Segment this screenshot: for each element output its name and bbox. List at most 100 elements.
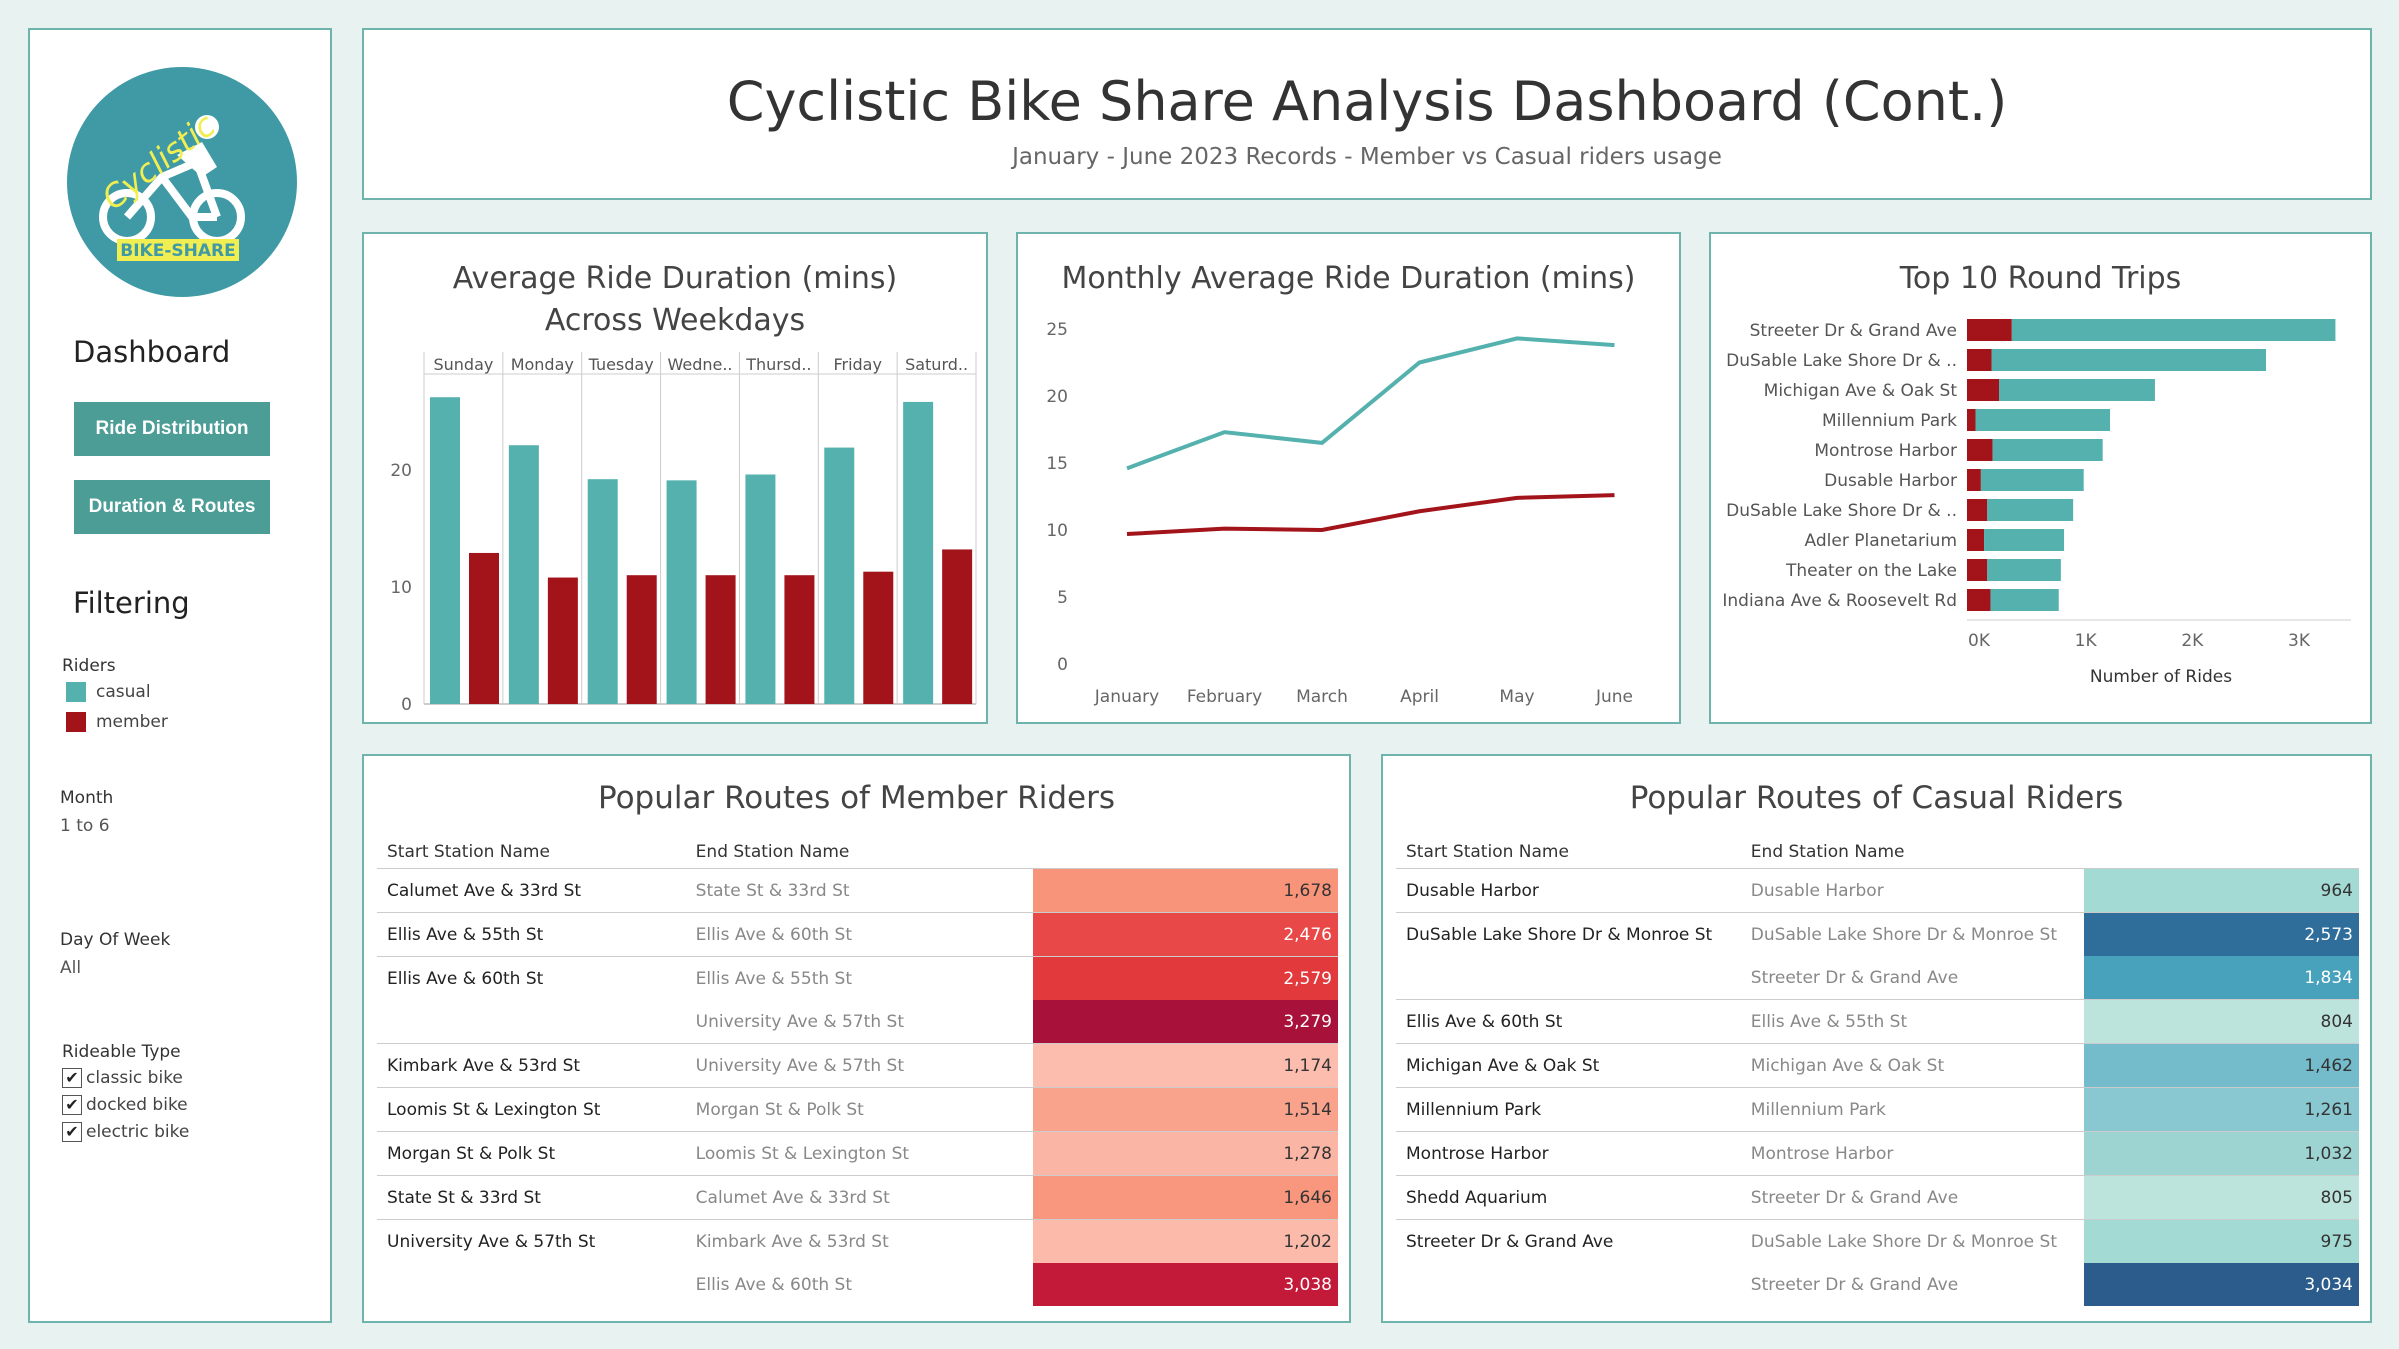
casual-bar [1980, 469, 2084, 491]
y-tick-label: 0 [401, 695, 412, 715]
casual-bar [2011, 319, 2336, 341]
sidebar: Cyclistic BIKE-SHARE Dashboard Ride Dist… [28, 28, 332, 1323]
end-station-cell: Ellis Ave & 60th St [695, 1274, 852, 1295]
table-row[interactable]: Ellis Ave & 55th St Ellis Ave & 60th St 2,… [377, 912, 1338, 957]
day-of-week-filter-label: Day Of Week [60, 930, 171, 950]
weekday-duration-chart: Sunday Monday Tuesday Wedne.. Thursd.. Friday… [390, 352, 977, 715]
logo-text-bikeshare: BIKE-SHARE [120, 241, 235, 261]
legend-casual[interactable]: casual [66, 682, 151, 702]
column-header-end: End Station Name [1740, 836, 2084, 869]
ride-distribution-button[interactable]: Ride Distribution [74, 402, 270, 456]
table-row[interactable]: Streeter Dr & Grand Ave 3,034 [1396, 1263, 2359, 1306]
end-station-cell: Kimbark Ave & 53rd St [685, 1219, 1034, 1263]
member-bar [1967, 559, 1988, 581]
casual-bar [824, 447, 855, 704]
category-label: Sunday [433, 355, 493, 374]
ride-count-cell: 1,646 [1033, 1175, 1338, 1220]
category-label: Adler Planetarium [1805, 531, 1957, 551]
day-of-week-filter-value[interactable]: All [60, 958, 82, 978]
x-tick-label: June [1595, 687, 1633, 707]
casual-bar [903, 401, 934, 704]
start-station-cell: Ellis Ave & 60th St [1396, 999, 1741, 1044]
table-row[interactable]: Loomis St & Lexington St Morgan St & Polk… [377, 1087, 1338, 1132]
end-station-cell: Ellis Ave & 55th St [1740, 999, 2084, 1044]
rideable-option-label: classic bike [86, 1068, 183, 1088]
category-label: Theater on the Lake [1785, 561, 1957, 581]
member-bar [547, 577, 578, 704]
table-row[interactable]: Streeter Dr & Grand Ave DuSable Lake Shor… [1396, 1219, 2359, 1263]
member-bar [1967, 409, 1976, 431]
member-bar [1967, 589, 1991, 611]
checkbox-checked-icon[interactable]: ✔ [62, 1122, 82, 1142]
member-bar [942, 549, 973, 704]
member-bar [469, 552, 499, 704]
ride-count-cell: 1,261 [2083, 1087, 2359, 1132]
table-row[interactable]: Morgan St & Polk St Loomis St & Lexington… [377, 1131, 1338, 1176]
category-label: Montrose Harbor [1814, 441, 1957, 461]
casual-bar [1987, 559, 2061, 581]
ride-count-cell: 1,278 [1033, 1131, 1338, 1176]
monthly-duration-chart: 0 5 10 15 20 25 January February March April May Ju… [1046, 320, 1633, 707]
end-station-cell: DuSable Lake Shore Dr & Monroe St [1740, 1219, 2084, 1263]
table-row[interactable]: Dusable Harbor Dusable Harbor 964 [1396, 868, 2359, 913]
duration-routes-button[interactable]: Duration & Routes [74, 480, 270, 534]
end-station-cell: Streeter Dr & Grand Ave [1740, 1175, 2084, 1220]
end-station-cell: University Ave & 57th St [695, 1011, 904, 1032]
casual-bar [430, 397, 460, 704]
category-label: DuSable Lake Shore Dr & .. [1726, 351, 1957, 371]
member-bar [1967, 529, 1985, 551]
start-station-cell: State St & 33rd St [377, 1175, 686, 1220]
month-filter-value[interactable]: 1 to 6 [60, 816, 110, 836]
checkbox-checked-icon[interactable]: ✔ [62, 1095, 82, 1115]
rideable-type-filter-label: Rideable Type [62, 1042, 181, 1062]
start-station-cell: Ellis Ave & 55th St [377, 912, 686, 957]
start-station-cell: Calumet Ave & 33rd St [377, 868, 686, 913]
title-panel: Cyclistic Bike Share Analysis Dashboard … [362, 28, 2372, 200]
table-row[interactable]: Shedd Aquarium Streeter Dr & Grand Ave 805 [1396, 1175, 2359, 1220]
table-row[interactable]: Kimbark Ave & 53rd St University Ave & 57… [377, 1043, 1338, 1088]
checkbox-checked-icon[interactable]: ✔ [62, 1068, 82, 1088]
end-station-cell: Michigan Ave & Oak St [1740, 1043, 2084, 1088]
table-row[interactable]: Montrose Harbor Montrose Harbor 1,032 [1396, 1131, 2359, 1176]
chart-title-line2: Across Weekdays [544, 303, 806, 338]
member-bar [1967, 469, 1981, 491]
member-line [1126, 493, 1615, 537]
table-row[interactable]: Millennium Park Millennium Park 1,261 [1396, 1087, 2359, 1132]
end-station-cell: Dusable Harbor [1740, 868, 2084, 913]
start-station-cell: Kimbark Ave & 53rd St [377, 1043, 686, 1088]
y-tick-label: 20 [1046, 387, 1068, 407]
table-row[interactable]: University Ave & 57th St Kimbark Ave & 53… [377, 1219, 1338, 1263]
ride-count-cell: 1,514 [1033, 1087, 1338, 1132]
table-row[interactable]: Ellis Ave & 60th St Ellis Ave & 55th St 2,… [377, 956, 1338, 1000]
ride-count-cell: 3,034 [2083, 1263, 2359, 1306]
table-row[interactable]: University Ave & 57th St 3,279 [377, 1000, 1338, 1044]
casual-routes-table: Start Station Name End Station Name Dusa… [1396, 836, 2359, 1306]
x-axis-title: Number of Rides [2090, 667, 2232, 687]
page-title: Cyclistic Bike Share Analysis Dashboard … [726, 70, 2008, 133]
start-station-cell: Ellis Ave & 60th St [377, 956, 686, 1000]
table-row[interactable]: Ellis Ave & 60th St Ellis Ave & 55th St 80… [1396, 999, 2359, 1044]
table-row[interactable]: Calumet Ave & 33rd St State St & 33rd St 1… [377, 868, 1338, 913]
end-station-cell: Ellis Ave & 55th St [685, 956, 1034, 1000]
casual-line [1126, 336, 1615, 471]
y-tick-label: 10 [1046, 521, 1068, 541]
x-tick-label: April [1400, 687, 1439, 707]
table-row[interactable]: DuSable Lake Shore Dr & Monroe St DuSable… [1396, 912, 2359, 956]
rideable-option-electric[interactable]: ✔ electric bike [62, 1122, 189, 1142]
category-label: Friday [833, 355, 882, 374]
page-subtitle: January - June 2023 Records - Member vs … [1012, 144, 1722, 170]
legend-member[interactable]: member [66, 712, 168, 732]
ride-count-cell: 2,476 [1033, 912, 1338, 957]
rideable-option-docked[interactable]: ✔ docked bike [62, 1095, 188, 1115]
x-tick-label: February [1187, 687, 1262, 707]
casual-bar [508, 445, 539, 704]
category-label: DuSable Lake Shore Dr & .. [1726, 501, 1957, 521]
end-station-cell: State St & 33rd St [685, 868, 1034, 913]
rideable-option-classic[interactable]: ✔ classic bike [62, 1068, 183, 1088]
table-row[interactable]: State St & 33rd St Calumet Ave & 33rd St 1… [377, 1175, 1338, 1220]
table-row[interactable]: Streeter Dr & Grand Ave 1,834 [1396, 956, 2359, 1000]
table-row[interactable]: Michigan Ave & Oak St Michigan Ave & Oak … [1396, 1043, 2359, 1088]
end-station-cell: Calumet Ave & 33rd St [685, 1175, 1034, 1220]
category-label: Saturd.. [905, 355, 968, 374]
table-row[interactable]: Ellis Ave & 60th St 3,038 [377, 1263, 1338, 1306]
